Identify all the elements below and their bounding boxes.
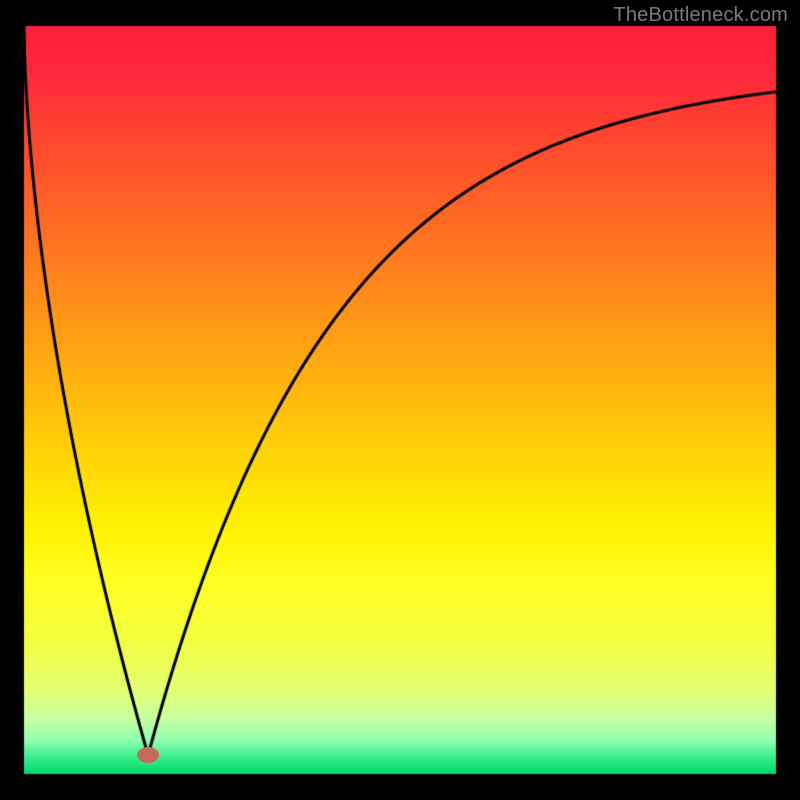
bottleneck-curve-chart: [0, 0, 800, 800]
dip-marker: [137, 747, 159, 763]
chart-stage: TheBottleneck.com: [0, 0, 800, 800]
watermark-text: TheBottleneck.com: [613, 4, 788, 27]
